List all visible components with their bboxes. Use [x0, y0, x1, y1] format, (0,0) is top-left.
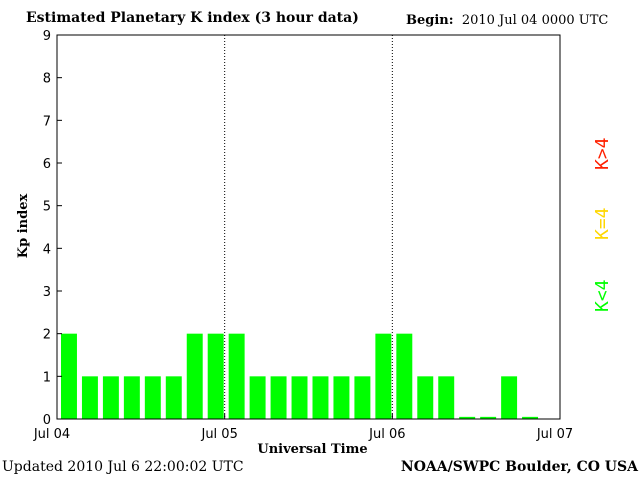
legend-k-equal-4: K=4 [592, 207, 613, 240]
bar-16 [396, 333, 413, 419]
bar-6 [186, 333, 203, 419]
bar-22 [522, 416, 539, 419]
y-tick-label-4: 4 [43, 242, 51, 257]
bar-12 [312, 376, 329, 419]
plot-frame [56, 34, 561, 420]
updated-value: 2010 Jul 6 22:00:02 UTC [67, 459, 244, 475]
credit-line: NOAA/SWPC Boulder, CO USA [400, 459, 638, 475]
bar-17 [417, 376, 434, 419]
x-tick-label-1: Jul 05 [200, 427, 237, 442]
bar-8 [228, 333, 245, 419]
y-tick-label-3: 3 [43, 285, 51, 300]
bar-15 [375, 333, 392, 419]
chart-title: Estimated Planetary K index (3 hour data… [26, 10, 359, 26]
y-tick-label-1: 1 [43, 370, 51, 385]
y-tick-label-9: 9 [43, 29, 51, 44]
x-tick-label-0: Jul 04 [33, 427, 70, 442]
updated-label: Updated [2, 459, 63, 475]
bar-0 [61, 333, 77, 419]
x-tick-label-2: Jul 06 [368, 427, 405, 442]
begin-value: 2010 Jul 04 0000 UTC [461, 13, 609, 28]
y-tick-label-6: 6 [43, 157, 51, 172]
y-tick-label-8: 8 [43, 72, 51, 87]
bar-18 [438, 376, 455, 419]
bar-2 [102, 376, 119, 419]
bar-3 [123, 376, 140, 419]
y-tick-label-2: 2 [43, 328, 51, 343]
bar-1 [81, 376, 98, 419]
bar-9 [249, 376, 266, 419]
bar-11 [291, 376, 308, 419]
y-axis-label: Kp index [16, 194, 31, 259]
bar-21 [501, 376, 518, 419]
y-tick-label-5: 5 [43, 200, 51, 215]
begin-label: Begin: [406, 13, 454, 28]
updated-info: Updated 2010 Jul 6 22:00:02 UTC [2, 459, 244, 475]
bar-4 [144, 376, 161, 419]
y-tick-label-7: 7 [43, 114, 51, 129]
x-axis-label: Universal Time [257, 442, 367, 457]
y-tick-label-0: 0 [43, 413, 51, 428]
bar-10 [270, 376, 287, 419]
bar-13 [333, 376, 350, 419]
legend-k-above-4: K>4 [592, 137, 613, 170]
x-tick-label-3: Jul 07 [536, 427, 573, 442]
bar-7 [207, 333, 224, 419]
begin-info: Begin: 2010 Jul 04 0000 UTC [406, 13, 608, 28]
legend-k-below-4: K<4 [592, 279, 613, 312]
bar-14 [354, 376, 371, 419]
bar-19 [459, 416, 476, 419]
bar-5 [165, 376, 182, 419]
bar-20 [480, 416, 497, 419]
